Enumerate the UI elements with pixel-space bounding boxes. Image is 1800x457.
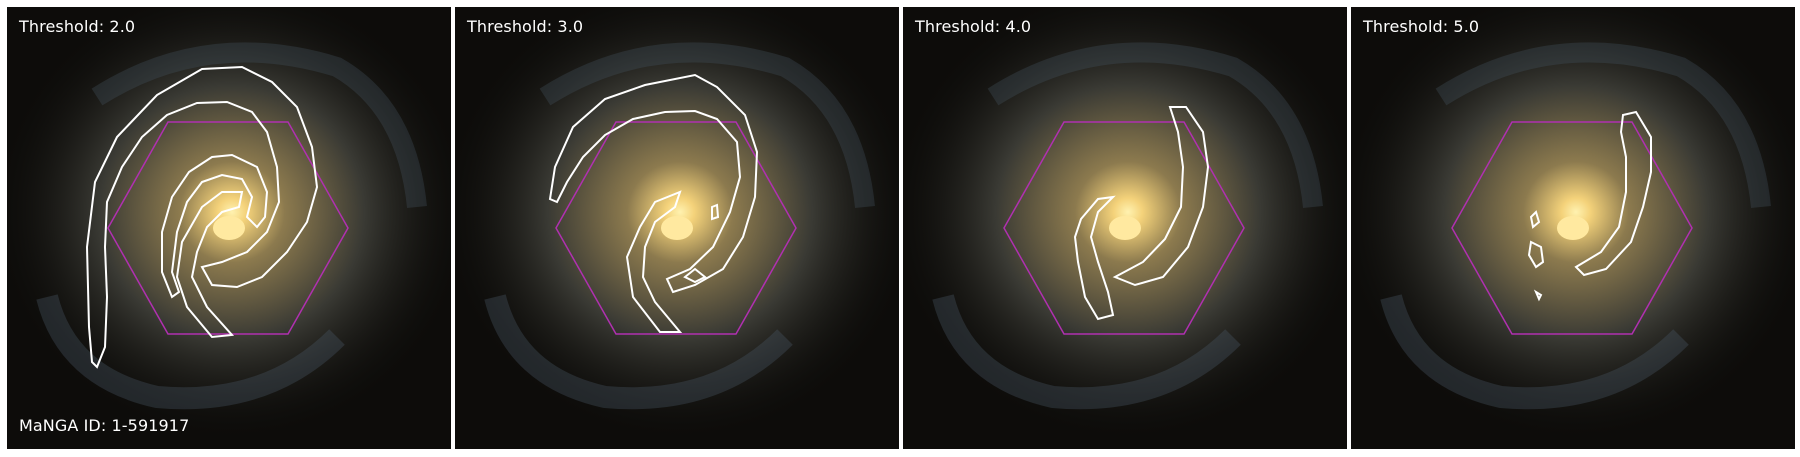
contour-lines bbox=[85, 65, 319, 369]
galaxy-core bbox=[213, 216, 245, 240]
contour-lines bbox=[1073, 106, 1210, 321]
ifu-hexagon bbox=[1003, 121, 1245, 335]
panel-threshold-3: Threshold: 3.0 bbox=[455, 7, 899, 449]
threshold-label: Threshold: 4.0 bbox=[915, 17, 1032, 36]
panel-threshold-4: Threshold: 4.0 bbox=[903, 7, 1347, 449]
threshold-label: Threshold: 5.0 bbox=[1363, 17, 1480, 36]
galaxy-image bbox=[903, 7, 1347, 449]
galaxy-image bbox=[455, 7, 899, 449]
galaxy-core bbox=[661, 216, 693, 240]
galaxy-core bbox=[1557, 216, 1589, 240]
galaxy-core bbox=[1109, 216, 1141, 240]
ifu-hexagon bbox=[107, 121, 349, 335]
contour-lines bbox=[548, 73, 759, 333]
ifu-hexagon bbox=[555, 121, 797, 335]
galaxy-image bbox=[1351, 7, 1795, 449]
manga-id-label: MaNGA ID: 1-591917 bbox=[19, 416, 190, 435]
panel-threshold-5: Threshold: 5.0 bbox=[1351, 7, 1795, 449]
galaxy-image bbox=[7, 7, 451, 449]
ifu-hexagon bbox=[1451, 121, 1693, 335]
contour-lines bbox=[1527, 110, 1652, 302]
threshold-label: Threshold: 2.0 bbox=[19, 17, 136, 36]
threshold-label: Threshold: 3.0 bbox=[467, 17, 584, 36]
panel-threshold-2: Threshold: 2.0 MaNGA ID: 1-591917 bbox=[7, 7, 451, 449]
